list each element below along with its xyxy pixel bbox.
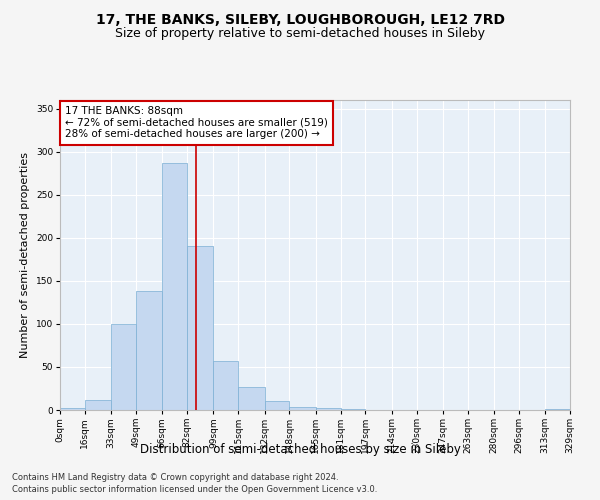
Bar (187, 246, 214, 410)
Bar (163, 163, 187, 410)
Bar (341, 409, 365, 410)
Bar (289, 406, 316, 410)
Bar (316, 408, 341, 410)
Text: Distribution of semi-detached houses by size in Sileby: Distribution of semi-detached houses by … (140, 442, 460, 456)
Y-axis label: Number of semi-detached properties: Number of semi-detached properties (20, 152, 30, 358)
Bar (265, 402, 289, 410)
Bar (545, 409, 570, 410)
Bar (60, 408, 85, 410)
Text: 17 THE BANKS: 88sqm
← 72% of semi-detached houses are smaller (519)
28% of semi-: 17 THE BANKS: 88sqm ← 72% of semi-detach… (65, 106, 328, 140)
Text: Size of property relative to semi-detached houses in Sileby: Size of property relative to semi-detach… (115, 28, 485, 40)
Text: Contains HM Land Registry data © Crown copyright and database right 2024.: Contains HM Land Registry data © Crown c… (12, 472, 338, 482)
Bar (214, 361, 238, 410)
Bar (111, 324, 136, 410)
Text: 17, THE BANKS, SILEBY, LOUGHBOROUGH, LE12 7RD: 17, THE BANKS, SILEBY, LOUGHBOROUGH, LE1… (95, 12, 505, 26)
Bar (238, 387, 265, 410)
Text: Contains public sector information licensed under the Open Government Licence v3: Contains public sector information licen… (12, 485, 377, 494)
Bar (136, 291, 163, 410)
Bar (85, 400, 111, 410)
